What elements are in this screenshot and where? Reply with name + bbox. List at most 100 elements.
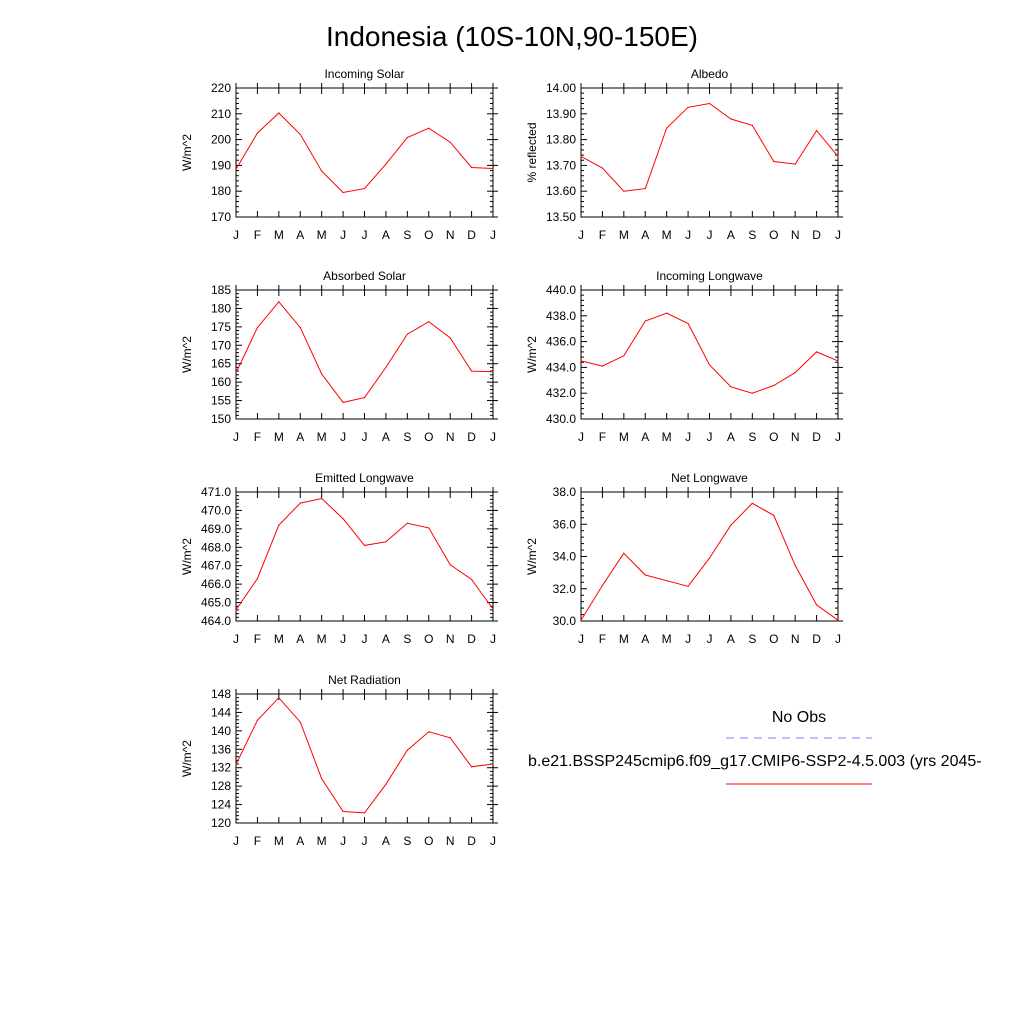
x-tick-label: F bbox=[254, 228, 261, 242]
x-tick-label: M bbox=[619, 632, 629, 646]
panel-title: Incoming Longwave bbox=[656, 269, 763, 283]
y-tick-label: 32.0 bbox=[553, 582, 577, 596]
data-point bbox=[470, 578, 473, 581]
x-tick-label: J bbox=[340, 228, 346, 242]
data-point bbox=[687, 106, 689, 108]
data-point bbox=[751, 392, 753, 394]
plot-frame bbox=[580, 289, 839, 420]
data-point bbox=[773, 384, 775, 387]
plot-frame bbox=[235, 289, 494, 420]
y-tick-label: 175 bbox=[211, 320, 231, 334]
plot-frame bbox=[580, 491, 839, 622]
data-point bbox=[623, 190, 625, 192]
y-tick-label: 128 bbox=[211, 779, 231, 793]
y-tick-label: 13.80 bbox=[546, 133, 576, 147]
y-axis-label: W/m^2 bbox=[525, 538, 539, 575]
data-point bbox=[730, 386, 732, 388]
data-point bbox=[794, 564, 796, 566]
x-tick-label: J bbox=[233, 430, 239, 444]
y-tick-label: 438.0 bbox=[546, 309, 576, 323]
y-tick-label: 13.70 bbox=[546, 158, 576, 172]
y-tick-label: 30.0 bbox=[553, 614, 577, 628]
data-point bbox=[815, 604, 818, 606]
data-point bbox=[644, 188, 646, 190]
y-tick-label: 144 bbox=[211, 705, 231, 719]
data-point bbox=[449, 337, 451, 339]
x-tick-label: S bbox=[748, 632, 756, 646]
y-tick-label: 464.0 bbox=[201, 614, 231, 628]
x-tick-label: J bbox=[707, 430, 713, 444]
data-point bbox=[299, 133, 301, 136]
plot-frame bbox=[235, 693, 494, 824]
series-line-model bbox=[580, 312, 839, 394]
data-point bbox=[299, 326, 301, 329]
panel-title: Absorbed Solar bbox=[323, 269, 406, 283]
y-axis-label: W/m^2 bbox=[180, 740, 194, 777]
data-point bbox=[428, 527, 430, 529]
plot-frame bbox=[235, 491, 494, 622]
x-tick-label: O bbox=[769, 632, 778, 646]
x-tick-label: J bbox=[490, 430, 496, 444]
data-point bbox=[492, 371, 494, 373]
x-tick-label: A bbox=[727, 430, 735, 444]
y-tick-label: 140 bbox=[211, 724, 231, 738]
x-tick-label: M bbox=[274, 632, 284, 646]
y-tick-label: 120 bbox=[211, 816, 231, 830]
panel-title: Incoming Solar bbox=[324, 67, 404, 81]
x-tick-label: M bbox=[662, 430, 672, 444]
series-line-model bbox=[235, 696, 494, 814]
x-tick-label: D bbox=[812, 632, 821, 646]
y-tick-label: 170 bbox=[211, 338, 231, 352]
data-point bbox=[601, 584, 604, 587]
y-tick-label: 38.0 bbox=[553, 485, 577, 499]
x-tick-label: D bbox=[812, 228, 821, 242]
data-point bbox=[687, 322, 689, 325]
x-tick-label: A bbox=[727, 228, 735, 242]
data-point bbox=[278, 697, 280, 699]
data-point bbox=[580, 619, 582, 621]
y-tick-label: 150 bbox=[211, 412, 231, 426]
x-tick-label: J bbox=[362, 430, 368, 444]
y-tick-label: 220 bbox=[211, 81, 231, 95]
x-tick-label: N bbox=[791, 430, 800, 444]
data-point bbox=[235, 372, 237, 374]
legend-model-label: b.e21.BSSP245cmip6.f09_g17.CMIP6-SSP2-4.… bbox=[528, 753, 982, 770]
data-point bbox=[406, 522, 408, 524]
x-tick-label: A bbox=[641, 228, 649, 242]
data-point bbox=[342, 191, 344, 194]
x-tick-label: J bbox=[362, 632, 368, 646]
data-point bbox=[580, 155, 582, 157]
y-tick-label: 165 bbox=[211, 357, 231, 371]
x-tick-label: S bbox=[403, 834, 411, 848]
y-tick-label: 471.0 bbox=[201, 485, 231, 499]
y-tick-label: 430.0 bbox=[546, 412, 576, 426]
x-tick-label: O bbox=[769, 430, 778, 444]
x-tick-label: J bbox=[835, 430, 841, 444]
data-point bbox=[235, 609, 237, 611]
data-point bbox=[406, 136, 408, 139]
y-tick-label: 434.0 bbox=[546, 360, 576, 374]
x-tick-label: M bbox=[662, 228, 672, 242]
data-point bbox=[278, 301, 280, 303]
data-point bbox=[666, 580, 668, 582]
x-tick-label: M bbox=[317, 632, 327, 646]
legend-obs-label: No Obs bbox=[772, 709, 826, 726]
x-tick-label: M bbox=[619, 228, 629, 242]
data-point bbox=[708, 364, 711, 366]
data-point bbox=[666, 127, 668, 129]
x-tick-label: F bbox=[254, 632, 261, 646]
x-tick-label: N bbox=[446, 632, 455, 646]
y-tick-label: 432.0 bbox=[546, 386, 576, 400]
y-tick-label: 136 bbox=[211, 742, 231, 756]
y-tick-label: 13.90 bbox=[546, 107, 576, 121]
data-point bbox=[492, 763, 494, 765]
data-point bbox=[385, 783, 387, 785]
x-tick-label: J bbox=[233, 632, 239, 646]
y-tick-label: 13.50 bbox=[546, 210, 576, 224]
y-tick-label: 467.0 bbox=[201, 559, 231, 573]
y-tick-label: 34.0 bbox=[553, 550, 577, 564]
data-point bbox=[363, 397, 366, 399]
data-point bbox=[837, 619, 839, 621]
